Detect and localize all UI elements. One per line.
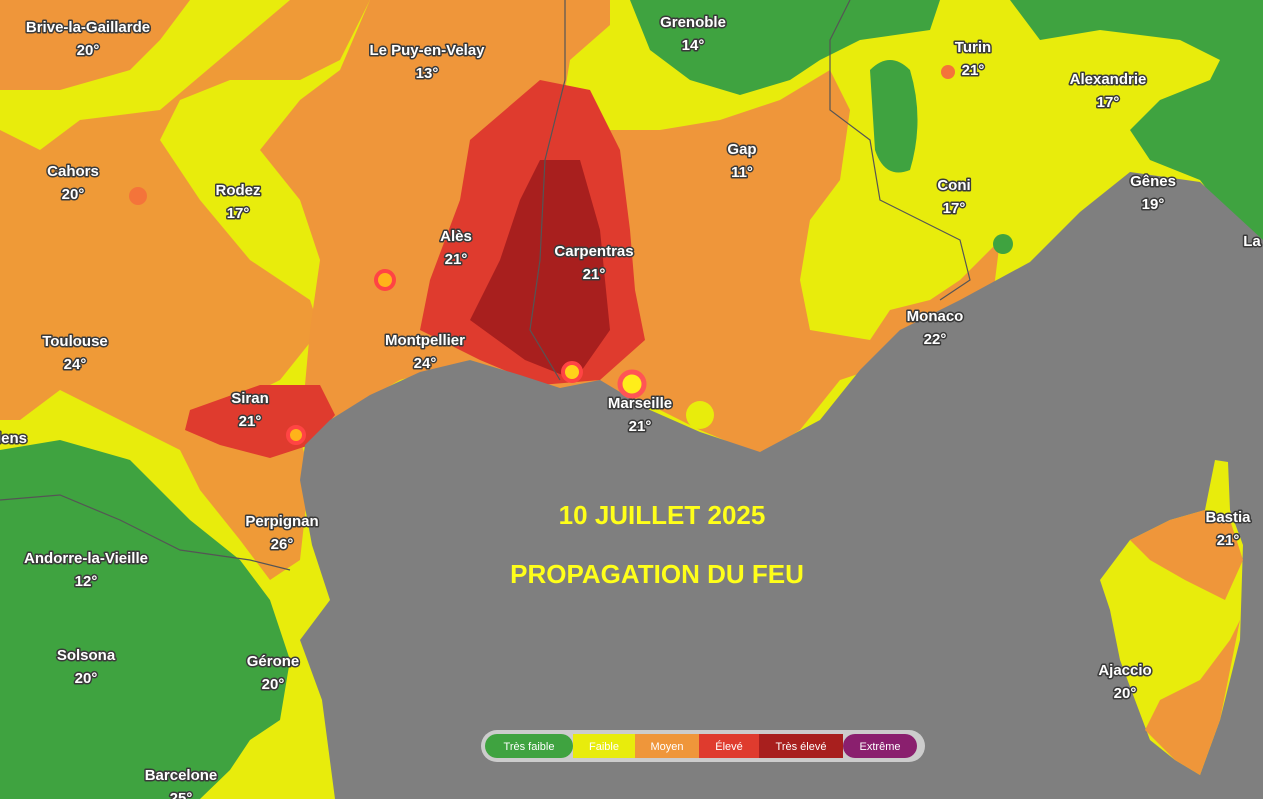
fire-spot (941, 65, 955, 79)
city-name: Carpentras (554, 243, 633, 260)
city-name: Montpellier (385, 332, 465, 349)
city-temp: 21° (445, 251, 468, 268)
city-name: Rodez (216, 182, 261, 199)
fire-spots (129, 65, 1013, 445)
legend-label: Très élevé (776, 741, 827, 753)
legend-label: Extrême (860, 741, 901, 753)
city-temp: 17° (1097, 94, 1120, 111)
legend-swatch (573, 734, 635, 758)
city-name: Marseille (608, 395, 672, 412)
legend-label: Moyen (650, 741, 683, 753)
city-temp: 17° (943, 200, 966, 217)
banner-date: 10 JUILLET 2025 (559, 500, 766, 530)
fire-spot (129, 187, 147, 205)
city-name: Brive-la-Gaillarde (26, 19, 150, 36)
city-name: Cahors (47, 163, 99, 180)
fire-spot (561, 361, 583, 383)
city-temp: 12° (75, 573, 98, 590)
city-temp: 13° (416, 65, 439, 82)
city-name: Grenoble (660, 14, 726, 31)
city-name: Barcelone (145, 767, 218, 784)
legend-label: Très faible (504, 741, 555, 753)
city-name: Siran (231, 390, 269, 407)
legend-swatch (485, 734, 573, 758)
partial-label: La (1243, 233, 1261, 250)
city-name: Coni (937, 177, 970, 194)
legend-label: Élevé (715, 740, 743, 753)
legend-swatch (843, 734, 917, 758)
city-name: Monaco (907, 308, 964, 325)
city-temp: 20° (75, 670, 98, 687)
legend-swatch (699, 734, 759, 758)
banner-title: PROPAGATION DU FEU (510, 559, 804, 589)
city-temp: 24° (64, 356, 87, 373)
city-name: Solsona (57, 647, 116, 664)
city-temp: 14° (682, 37, 705, 54)
fire-spot (374, 269, 396, 291)
fire-spot (617, 369, 647, 399)
city-temp: 19° (1142, 196, 1165, 213)
city-temp: 21° (629, 418, 652, 435)
city-temp: 20° (1114, 685, 1137, 702)
risk-medium-zone (1145, 620, 1240, 775)
border (829, 0, 971, 301)
risk-very-high-zone (470, 160, 610, 380)
legend-label: Faible (589, 741, 619, 753)
city-temp: 20° (77, 42, 100, 59)
city-temp: 17° (227, 205, 250, 222)
fire-spot (286, 425, 306, 445)
city-temp: 21° (1217, 532, 1240, 549)
city-name: Gap (727, 141, 756, 158)
risk-very-low-zone (1010, 0, 1263, 250)
city-temp: 20° (62, 186, 85, 203)
risk-medium-zone (0, 0, 190, 90)
city-temp: 21° (583, 266, 606, 283)
city-name: Bastia (1205, 509, 1251, 526)
city-name: Toulouse (42, 333, 108, 350)
river (529, 0, 566, 381)
risk-very-low-zone (870, 60, 918, 173)
city-temp: 25° (170, 790, 193, 799)
city-name: Ajaccio (1098, 662, 1151, 679)
border (0, 494, 291, 571)
risk-very-low-zone (0, 440, 290, 799)
city-name: Perpignan (245, 513, 318, 530)
yellow-spot (686, 401, 714, 429)
city-name: Gérone (247, 653, 300, 670)
city-temp: 11° (731, 164, 753, 181)
city-name: Alexandrie (1070, 71, 1147, 88)
city-name: Le Puy-en-Velay (369, 42, 485, 59)
city-temp: 21° (239, 413, 262, 430)
city-temp: 20° (262, 676, 285, 693)
risk-very-low-zone (630, 0, 940, 95)
labels: Brive-la-Gaillarde 20° Le Puy-en-Velay 13° G… (0, 13, 1263, 799)
city-temp: 22° (924, 331, 947, 348)
city-name: Gênes (1130, 173, 1176, 190)
partial-label: lens (0, 430, 27, 447)
city-name: Turin (955, 39, 991, 56)
risk-medium-zone (1130, 510, 1243, 600)
city-temp: 21° (962, 62, 985, 79)
green-spot (993, 234, 1013, 254)
sea (300, 172, 1263, 799)
legend-swatch (635, 734, 699, 758)
city-name: Andorre-la-Vieille (24, 550, 148, 567)
city-temp: 26° (271, 536, 294, 553)
city-name: Alès (440, 228, 472, 245)
legend-swatch (759, 734, 843, 758)
legend-items: Très faible Faible Moyen Élevé Très élevé Ext… (485, 734, 917, 758)
legend: Très faible Faible Moyen Élevé Très élevé Ext… (481, 730, 925, 762)
city-temp: 24° (414, 355, 437, 372)
